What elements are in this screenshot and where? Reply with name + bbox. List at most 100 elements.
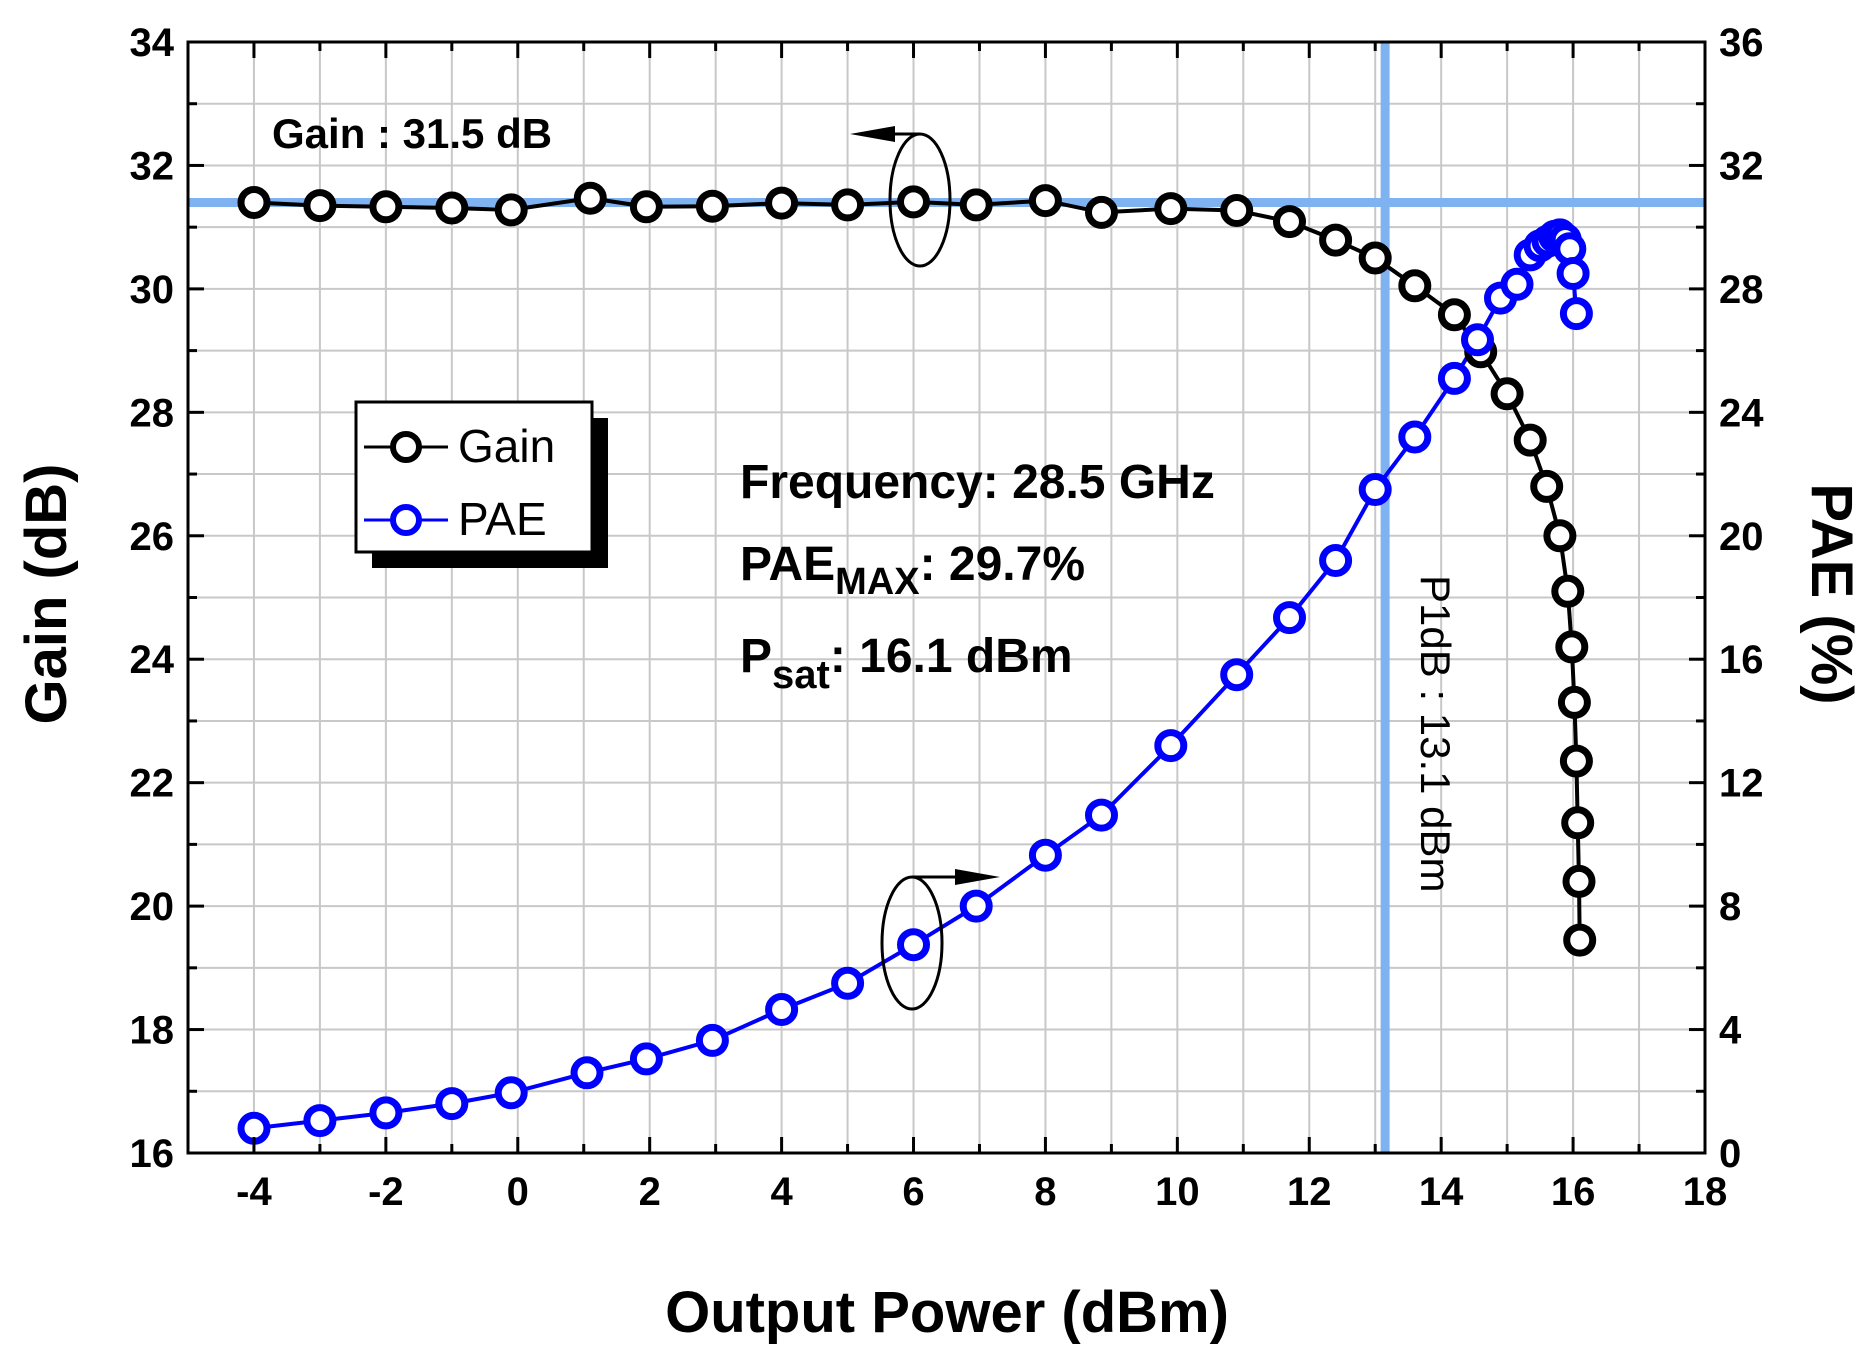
gain-point [1530,469,1564,503]
y-axis-title: Gain (dB) [14,464,79,725]
x-tick-label: 4 [770,1170,793,1214]
gain-indicator-arrow-head [850,126,895,142]
y-tick-label: 16 [130,1132,175,1176]
pae-point [435,1087,469,1121]
frequency-annotation: Frequency: 28.5 GHz [740,456,1215,509]
pae-point [1398,420,1432,454]
x-tick-label: 0 [507,1170,529,1214]
gain-point [435,191,469,225]
gain-point [303,189,337,223]
gain-point [1551,574,1585,608]
pae-point [1273,601,1306,635]
legend: Gain PAE [354,400,608,568]
gain-point [1398,269,1432,303]
gain-point [1561,806,1595,840]
gain-point [1513,423,1547,457]
pae-point [695,1023,729,1057]
gain-point [1543,519,1577,553]
y2-tick-label: 28 [1719,268,1764,312]
x-tick-label: -4 [236,1170,272,1214]
pae-point [1220,658,1254,692]
y-tick-label: 24 [130,638,175,682]
x-tick-label: 6 [902,1170,924,1214]
pae-point [831,966,865,1000]
x-tick-label: 16 [1551,1170,1596,1214]
gain-point [1319,223,1353,257]
pae-point [1559,297,1593,331]
y-tick-label: 34 [130,21,175,65]
gain-point [1028,184,1062,218]
y2-tick-label: 36 [1719,21,1764,65]
gain-axis-indicator [850,126,952,268]
gain-point [765,186,799,220]
y2-tick-label: 20 [1719,515,1764,559]
pae-point [1461,323,1494,357]
psat-value: : 16.1 dBm [830,630,1073,683]
gain-point [1490,377,1524,411]
gain-point [369,190,403,224]
gain-point [1562,864,1596,898]
x-axis-title: Output Power (dBm) [665,1280,1229,1345]
pae-axis-indicator [880,869,1000,1011]
gain-point [1154,192,1188,226]
pae-point [1500,267,1534,301]
pae-point [897,928,930,962]
y2-tick-label: 4 [1719,1009,1742,1053]
y-tick-label: 18 [130,1009,175,1053]
gain-point [1358,241,1392,275]
pae-point [1085,798,1118,832]
y2-tick-label: 16 [1719,638,1764,682]
gain-point [494,193,528,227]
y-tick-label: 32 [130,144,175,188]
gain-point [1555,630,1589,664]
pae-point [959,889,993,923]
gain-point [1559,744,1593,778]
pae-point [1319,544,1353,577]
legend-pae-label: PAE [458,493,547,545]
x-tick-label: 8 [1034,1170,1056,1214]
pae-point [303,1104,337,1138]
y-tick-label: 26 [130,515,175,559]
gain-point [1273,205,1306,239]
gain-annotation: Gain : 31.5 dB [272,110,552,157]
pae-point [1358,473,1392,506]
gain-point [573,181,607,215]
legend-item-pae: PAE [364,493,547,545]
x-tick-label: 12 [1287,1170,1332,1214]
pae-max-value: : 29.7% [920,538,1085,591]
x-tick-label: -2 [368,1170,404,1214]
y-tick-label: 28 [130,391,175,435]
y2-axis-title: PAE (%) [1799,483,1864,704]
gain-point [1437,298,1471,332]
y2-tick-label: 32 [1719,144,1764,188]
pae-point [369,1096,403,1130]
legend-gain-label: Gain [458,420,555,472]
legend-gain-marker [390,431,422,463]
tick-labels: -4 -2 0 2 4 6 8 10 12 14 16 18161820222426283032340… [130,21,1765,1214]
legend-pae-marker [390,504,422,536]
pae-point [1556,257,1590,290]
legend-item-gain: Gain [364,420,555,472]
pae-point [629,1042,663,1076]
x-tick-label: 2 [639,1170,661,1214]
pae-max-annotation: PAEMAX: 29.7% [740,538,1085,603]
y2-tick-label: 24 [1719,391,1764,435]
tick-marks [186,40,1707,1155]
pae-point [1028,838,1062,872]
psat-label: P [740,630,772,683]
gain-point [1557,685,1591,719]
pae-point [1154,729,1188,763]
psat-annotation: Psat: 16.1 dBm [740,630,1073,697]
y-tick-label: 22 [130,762,175,806]
pae-point [570,1056,604,1090]
p1db-annotation: P1dB : 13.1 dBm [1412,575,1459,893]
psat-subscript: sat [772,653,830,697]
pae-point [494,1076,528,1110]
y-tick-label: 30 [130,268,175,312]
gain-point [831,188,865,222]
gain-point [1563,923,1597,957]
pae-max-subscript: MAX [835,561,920,603]
pae-point [1437,361,1471,395]
y2-tick-label: 12 [1719,762,1764,806]
